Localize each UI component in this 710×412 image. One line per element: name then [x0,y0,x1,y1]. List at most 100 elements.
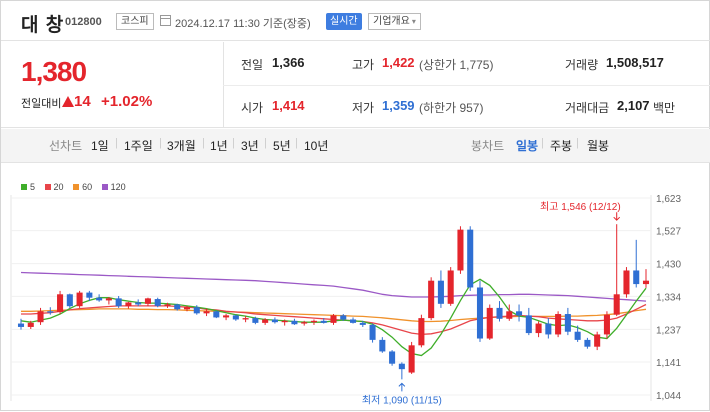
candle-body [105,298,112,301]
tab-5y[interactable]: 5년 [273,139,291,153]
low-label: 저가 [352,101,375,115]
candle-body [213,311,220,318]
tab-separator: | [541,137,544,149]
candle-body [408,345,415,373]
y-tick-label: 1,141 [656,358,681,369]
current-price: 1,380 [21,56,87,87]
candle-body [125,302,132,307]
candle-body [223,315,230,318]
low-arrow-icon [398,382,406,392]
candle-body [584,339,591,347]
candlestick-chart[interactable]: 1,623 1,527 1,430 1,334 1,237 1,141 1,044 최고 1,… [1,171,710,412]
tab-3y[interactable]: 3년 [241,139,259,153]
upper-limit: (상한가 1,775) [419,58,494,72]
high-arrow-icon [613,212,621,221]
candle-body [47,311,54,313]
tab-separator: | [202,137,205,149]
candle-body [467,229,474,288]
candle-body [17,323,25,327]
candle-body [457,229,464,271]
compare-label: 전일대비 [21,98,62,110]
tab-3m[interactable]: 3개월 [167,139,196,153]
candle-body [516,311,523,316]
chart-legend: 5 20 60 120 [21,182,133,192]
candle-body [340,315,347,320]
candle-body [594,334,601,347]
candle-body [389,351,396,364]
candle-body [57,294,64,312]
company-info-dropdown[interactable]: 기업개요 ▾ [368,13,421,30]
divider [223,85,710,86]
realtime-button[interactable]: 실시간 [326,13,362,30]
legend-ma20: 20 [44,182,64,192]
candle-body [613,294,620,315]
legend-label: 60 [82,182,93,192]
candle-body [281,320,288,323]
y-tick-label: 1,237 [656,325,681,336]
candle-body [398,363,405,370]
candle-body [193,307,200,314]
candle-body [291,320,298,325]
tab-monthly[interactable]: 월봉 [587,139,610,153]
tab-1d[interactable]: 1일 [91,139,109,153]
candle-body [369,324,376,340]
candle-body [144,298,151,304]
y-tick-label: 1,623 [656,194,681,205]
tab-separator: | [115,137,118,149]
stock-header: 대 창 012800 코스피 2024.12.17 11:30 기준(장중) 실… [1,1,710,41]
prev-close-label: 전일 [241,58,264,72]
candle-body [203,311,210,314]
tab-daily[interactable]: 일봉 [516,139,539,153]
y-tick-label: 1,430 [656,260,681,271]
market-badge: 코스피 [116,13,154,30]
high-annotation: 최고 1,546 (12/12) [540,201,621,213]
candle-body [242,318,249,320]
candle-body [603,314,610,335]
candle-body [96,297,103,301]
legend-ma120: 120 [101,182,126,192]
candle-body [437,280,444,304]
chevron-down-icon: ▾ [411,17,416,26]
tab-1w[interactable]: 1주일 [124,139,153,153]
candle-body [154,299,161,306]
candle-body [642,280,650,285]
legend-label: 5 [30,182,36,192]
candle-body [330,315,337,323]
candle-body [506,311,513,319]
tab-10y[interactable]: 10년 [304,139,329,153]
tab-separator: | [159,137,162,149]
candle-body [476,287,484,339]
amount-unit: 백만 [653,101,676,115]
high-label: 고가 [352,58,375,72]
tab-separator: | [295,137,298,149]
candle-body [135,302,142,305]
candle-body [66,294,73,307]
volume-label: 거래량 [565,58,599,72]
stock-name[interactable]: 대 창 [21,15,65,36]
candle-body [86,292,93,298]
legend-swatch [21,184,27,190]
candle-body [496,307,503,319]
candle-body [359,322,366,325]
legend-ma60: 60 [73,182,92,192]
candle-body [301,322,308,324]
candle-body [486,307,493,339]
ma120-line [20,271,647,302]
candle-body [418,318,425,346]
candle-body [310,320,317,323]
y-tick-label: 1,044 [656,391,681,402]
amount-value: 2,107 [617,98,650,113]
timestamp: 2024.12.17 11:30 기준(장중) [175,18,311,30]
prev-close-value: 1,366 [272,55,305,70]
tab-separator: | [576,137,579,149]
candle-body [447,270,454,304]
tab-1y[interactable]: 1년 [210,139,228,153]
candle-body [232,315,239,320]
legend-swatch [101,184,108,190]
volume-value: 1,508,517 [606,55,664,70]
legend-label: 20 [53,182,64,192]
lower-limit: (하한가 957) [419,101,484,115]
tab-weekly[interactable]: 주봉 [550,139,573,153]
tab-separator: | [264,137,267,149]
